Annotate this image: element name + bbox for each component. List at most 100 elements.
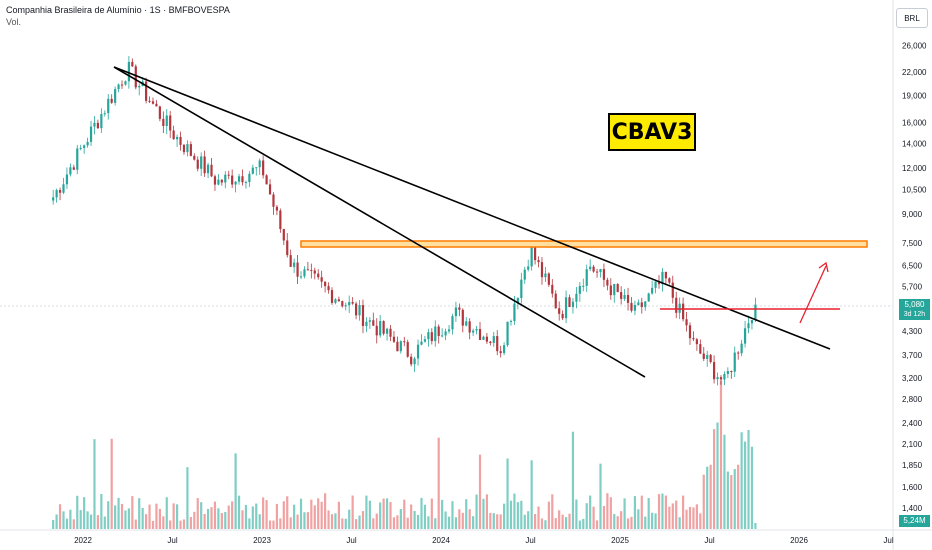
volume-bar: [162, 516, 165, 529]
candle-body: [182, 144, 186, 153]
ticker-badge: CBAV3: [608, 113, 696, 151]
lower-trendline[interactable]: [113, 66, 646, 378]
volume-tick-label: 2,100: [902, 440, 923, 449]
volume-bar: [712, 429, 716, 529]
candle-body: [726, 370, 729, 374]
candle-body: [138, 86, 141, 88]
candle-body: [310, 270, 313, 272]
candles: [52, 56, 757, 386]
candle-body: [375, 325, 378, 336]
candle-body: [392, 336, 396, 342]
volume-bar: [220, 513, 223, 529]
breakout-arrow-shaft[interactable]: [799, 265, 827, 324]
volume-bar: [258, 514, 261, 529]
volume-bar: [434, 518, 437, 529]
volume-bar: [275, 503, 279, 529]
candle-body: [103, 113, 106, 115]
volume-bar: [609, 497, 612, 529]
candle-body: [544, 273, 547, 278]
volume-bar: [241, 510, 244, 529]
candle-body: [330, 290, 334, 303]
price-tick-label: 3,700: [902, 351, 923, 360]
candle-body: [368, 320, 371, 322]
candle-body: [155, 103, 158, 107]
volume-bar: [719, 380, 723, 529]
candle-body: [568, 297, 571, 307]
candle-body: [492, 336, 495, 343]
volume-bar: [96, 515, 100, 529]
volume-bar: [127, 508, 130, 529]
candle-body: [444, 331, 447, 336]
volume-bar: [89, 514, 93, 529]
volume-bar: [69, 509, 72, 529]
currency-button[interactable]: BRL: [896, 8, 928, 28]
price-tick-label: 9,000: [902, 210, 923, 219]
volume-bar: [499, 514, 502, 529]
candle-body: [265, 175, 268, 185]
candle-body: [169, 115, 172, 131]
candle-body: [351, 302, 354, 304]
volume-bar: [743, 441, 747, 529]
volume-bar: [675, 500, 678, 529]
candle-body: [613, 284, 616, 296]
volume-bar: [158, 508, 161, 529]
volume-bar: [131, 496, 134, 529]
volume-bar: [695, 504, 698, 529]
volume-bar: [196, 498, 199, 529]
volume-bar: [465, 499, 468, 529]
volume-bar: [248, 518, 251, 529]
candle-body: [203, 156, 206, 174]
candle-body: [299, 276, 303, 278]
volume-bar: [110, 438, 113, 529]
candle-body: [523, 269, 526, 280]
candle-body: [547, 273, 550, 285]
candle-body: [578, 285, 581, 294]
candle-body: [337, 299, 340, 302]
time-tick-label: Jul: [167, 536, 177, 545]
candle-body: [592, 266, 595, 272]
volume-bar: [706, 466, 709, 529]
volume-bar: [279, 518, 282, 529]
candle-body: [423, 339, 427, 342]
candle-body: [275, 206, 279, 211]
volume-bar: [623, 498, 626, 529]
candle-body: [416, 344, 420, 359]
volume-bar: [227, 505, 230, 529]
resistance-zone[interactable]: [300, 240, 868, 248]
volume-bar: [441, 499, 444, 529]
volume-bar: [182, 519, 186, 529]
candle-body: [671, 282, 674, 298]
volume-bar: [334, 513, 337, 529]
volume-bar: [750, 446, 754, 529]
candle-body: [733, 352, 736, 372]
volume-bar: [203, 513, 206, 529]
volume-bar: [286, 496, 289, 529]
candle-body: [747, 323, 750, 329]
volume-bar: [385, 498, 389, 529]
volume-bar: [375, 513, 378, 529]
candle-body: [403, 341, 406, 343]
time-tick-label: 2023: [253, 536, 271, 545]
upper-trendline[interactable]: [113, 66, 831, 350]
volume-bar: [303, 512, 306, 529]
volume-bar: [472, 516, 475, 529]
volume-bar: [582, 518, 585, 529]
candle-body: [220, 179, 223, 183]
candle-body: [72, 167, 75, 170]
volume-bar: [651, 512, 654, 529]
volume-bar: [265, 500, 268, 529]
volume-bar: [231, 501, 234, 529]
volume-bar: [630, 516, 633, 529]
volume-bar: [251, 506, 254, 529]
candle-body: [599, 269, 602, 273]
candle-body: [692, 338, 695, 340]
candle-body: [664, 271, 667, 279]
candle-body: [616, 284, 619, 293]
candle-body: [712, 362, 716, 380]
candle-body: [427, 332, 430, 340]
candle-body: [688, 325, 692, 339]
volume-bar: [592, 506, 595, 529]
volume-bar: [117, 497, 120, 529]
candle-body: [385, 328, 389, 334]
